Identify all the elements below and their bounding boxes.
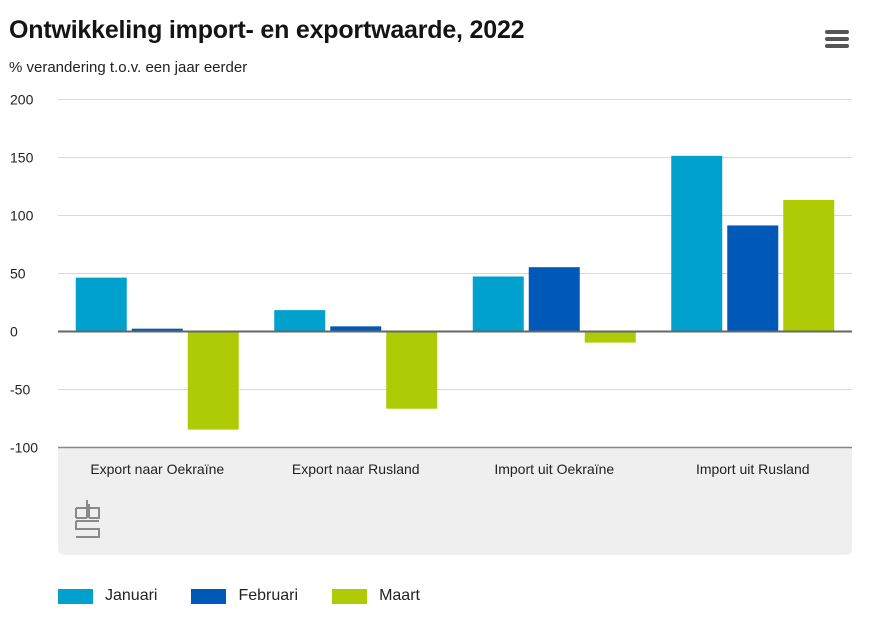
category-axis-panel (58, 448, 852, 555)
bar-januari-1 (75, 277, 127, 331)
bar-januari-3 (472, 276, 524, 331)
y-tick-label: 200 (10, 92, 34, 108)
legend-label-januari: Januari (105, 587, 158, 604)
cbs-logo-icon (75, 500, 100, 538)
y-tick-label: 50 (10, 266, 26, 282)
legend-item-maart[interactable]: Maart (332, 587, 420, 605)
bar-februari-2 (330, 326, 382, 331)
bar-januari-2 (274, 310, 326, 331)
legend-swatch-januari (58, 588, 93, 604)
y-tick-label: 100 (10, 208, 34, 224)
bar-maart-3 (584, 331, 636, 343)
x-category-label: Export naar Oekraïne (90, 461, 224, 477)
x-category-label: Import uit Oekraïne (494, 461, 614, 477)
axis-labels: 200 150 100 50 0 -50 -100 Export naar Oekraïne E… (10, 92, 810, 478)
y-tick-label: 150 (10, 150, 34, 166)
y-tick-label: 0 (10, 324, 18, 340)
legend-swatch-februari (191, 588, 227, 604)
x-category-label: Export naar Rusland (292, 461, 420, 477)
y-tick-label: -100 (10, 440, 38, 456)
menu-bar (825, 44, 849, 48)
bar-maart-2 (386, 331, 438, 409)
baselines (58, 330, 852, 449)
bar-februari-1 (131, 328, 183, 331)
x-category-label: Import uit Rusland (696, 461, 810, 477)
chart-title: Ontwikkeling import- en exportwaarde, 20… (9, 16, 525, 44)
bar-februari-3 (528, 267, 580, 331)
bar-januari-4 (671, 155, 723, 331)
y-tick-label: -50 (10, 382, 30, 398)
menu-bar (825, 30, 849, 34)
legend-item-februari[interactable]: Februari (191, 587, 298, 605)
chart-subtitle: % verandering t.o.v. een jaar eerder (9, 59, 248, 76)
legend-swatch-maart (332, 588, 368, 604)
bar-februari-4 (727, 225, 779, 331)
legend-item-januari[interactable]: Januari (58, 587, 157, 605)
bar-maart-4 (783, 199, 835, 331)
bars (75, 155, 835, 430)
legend: Januari Februari Maart (58, 587, 454, 605)
legend-label-februari: Februari (238, 587, 299, 604)
menu-bar (825, 37, 849, 41)
bar-maart-1 (187, 331, 239, 430)
legend-label-maart: Maart (379, 587, 420, 604)
hamburger-menu-icon[interactable] (820, 22, 854, 56)
